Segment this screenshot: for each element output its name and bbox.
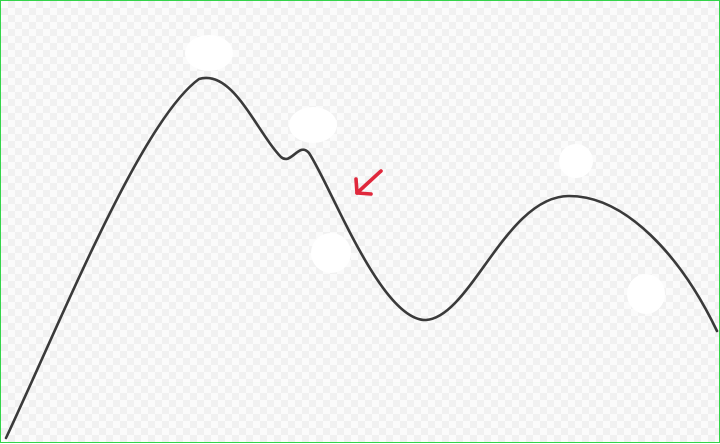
blob-markers <box>185 35 665 314</box>
blob-marker-right <box>627 274 665 314</box>
blob-marker-shoulder <box>289 107 337 143</box>
blob-marker-slope <box>311 233 351 273</box>
blob-marker-peak-1 <box>185 35 233 71</box>
arrow-down-left-icon <box>354 169 383 196</box>
curve-line <box>4 76 719 440</box>
blob-marker-peak-2 <box>559 144 593 178</box>
